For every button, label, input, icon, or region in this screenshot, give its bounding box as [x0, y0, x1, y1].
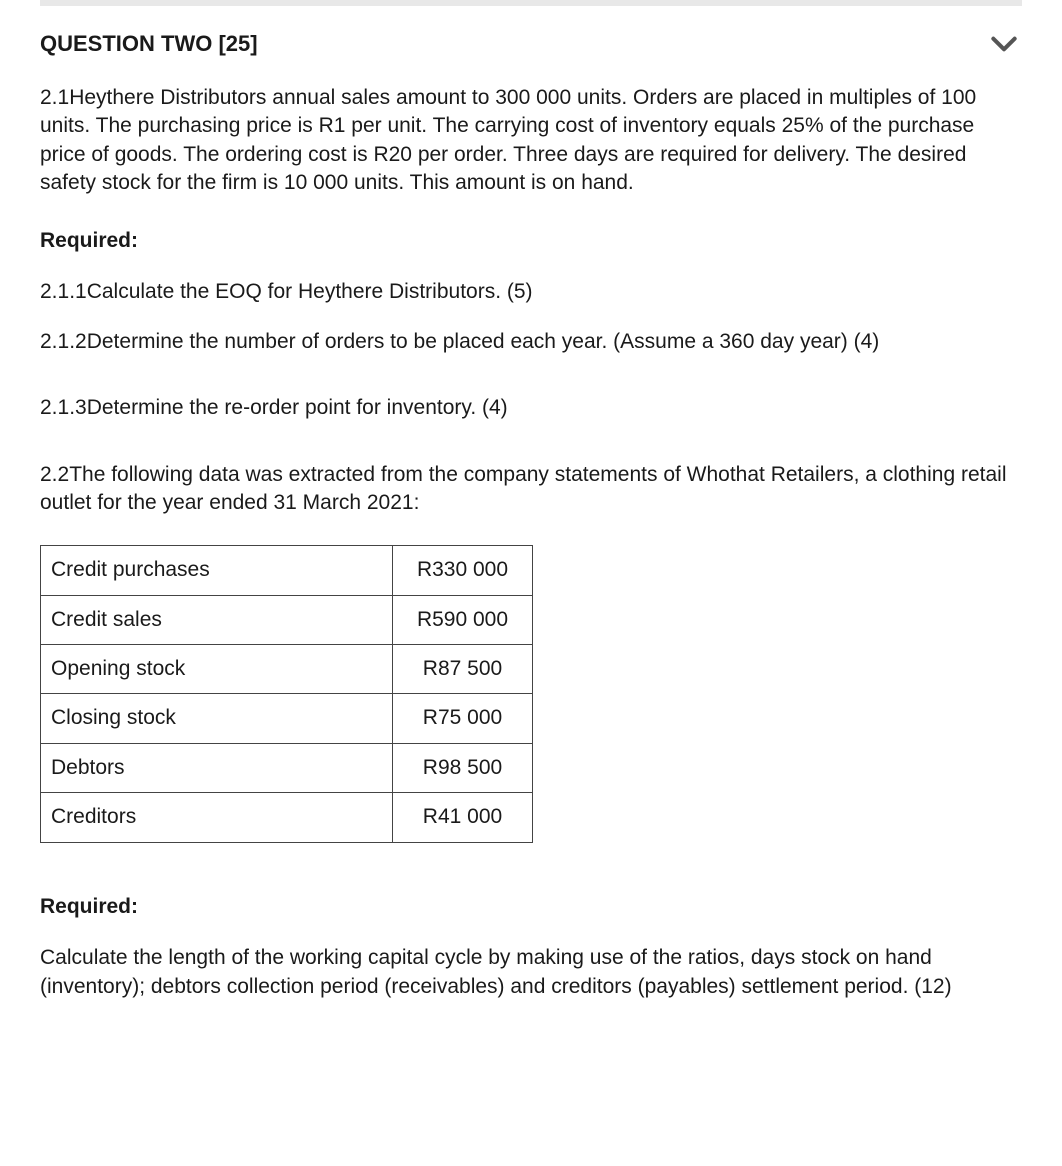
spacing — [40, 384, 1022, 394]
table-row: Credit salesR590 000 — [41, 595, 533, 644]
required-label-2: Required: — [40, 893, 1022, 921]
table-row: Credit purchasesR330 000 — [41, 546, 533, 595]
table-cell-value: R98 500 — [393, 743, 533, 792]
question-title: QUESTION TWO [25] — [40, 29, 258, 59]
table-cell-value: R590 000 — [393, 595, 533, 644]
table-cell-label: Credit purchases — [41, 546, 393, 595]
table-row: DebtorsR98 500 — [41, 743, 533, 792]
chevron-down-icon — [988, 28, 1020, 60]
table-cell-label: Debtors — [41, 743, 393, 792]
financial-data-table: Credit purchasesR330 000Credit salesR590… — [40, 545, 533, 842]
table-cell-value: R330 000 — [393, 546, 533, 595]
table-cell-value: R87 500 — [393, 645, 533, 694]
paragraph-final: Calculate the length of the working capi… — [40, 943, 1022, 1002]
table-row: CreditorsR41 000 — [41, 793, 533, 842]
paragraph-2-1-3: 2.1.3Determine the re-order point for in… — [40, 394, 1022, 422]
required-label-1: Required: — [40, 227, 1022, 255]
paragraph-2-1-2: 2.1.2Determine the number of orders to b… — [40, 328, 1022, 356]
table-row: Closing stockR75 000 — [41, 694, 533, 743]
table-cell-label: Credit sales — [41, 595, 393, 644]
table-row: Opening stockR87 500 — [41, 645, 533, 694]
table-cell-value: R41 000 — [393, 793, 533, 842]
collapse-toggle[interactable] — [986, 26, 1022, 62]
table-cell-label: Opening stock — [41, 645, 393, 694]
table-cell-label: Creditors — [41, 793, 393, 842]
spacing — [40, 451, 1022, 461]
table-cell-label: Closing stock — [41, 694, 393, 743]
paragraph-2-1-1: 2.1.1Calculate the EOQ for Heythere Dist… — [40, 278, 1022, 306]
top-divider-bar — [40, 0, 1022, 6]
paragraph-2-2: 2.2The following data was extracted from… — [40, 461, 1022, 518]
paragraph-2-1: 2.1Heythere Distributors annual sales am… — [40, 84, 1022, 197]
question-header-row: QUESTION TWO [25] — [40, 26, 1022, 62]
table-cell-value: R75 000 — [393, 694, 533, 743]
